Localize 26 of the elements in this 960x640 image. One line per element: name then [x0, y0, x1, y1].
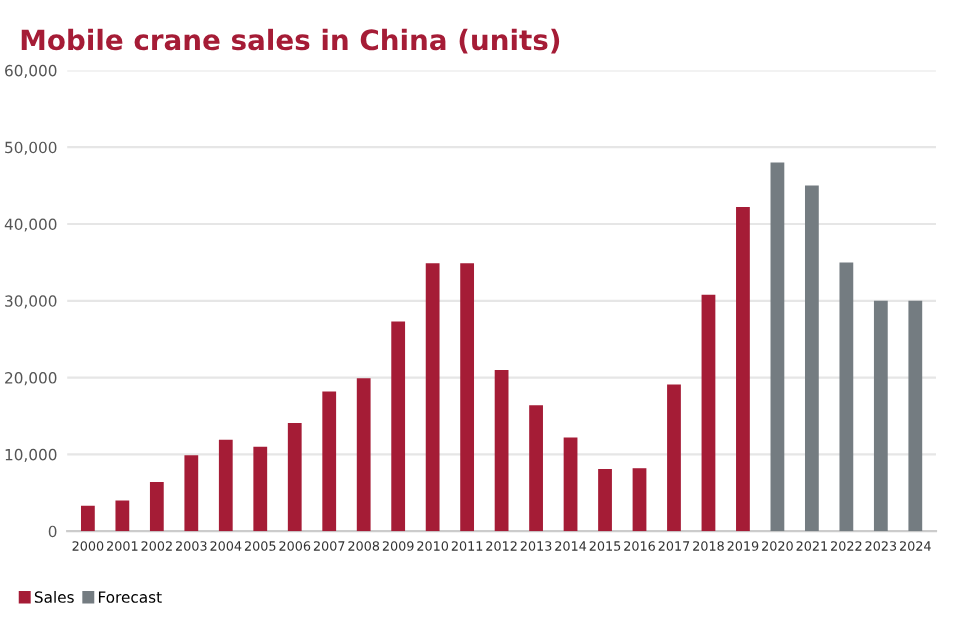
bar	[839, 262, 854, 532]
bar	[391, 321, 406, 532]
bar	[356, 378, 371, 532]
bar	[425, 263, 440, 532]
bar	[563, 437, 578, 532]
bar	[667, 384, 681, 532]
bar	[115, 500, 130, 532]
bar	[322, 391, 337, 532]
chart-title: Mobile crane sales in China (units)	[21, 28, 560, 54]
bar	[460, 263, 475, 532]
bar	[218, 439, 233, 532]
bar	[736, 207, 750, 532]
bar	[287, 422, 302, 532]
bar	[494, 369, 509, 532]
bar	[908, 300, 923, 532]
bar	[632, 468, 647, 532]
bar	[804, 185, 819, 532]
bar	[253, 446, 268, 532]
bar	[149, 482, 164, 532]
bar	[184, 455, 199, 532]
bar	[598, 468, 612, 532]
bar	[529, 405, 543, 532]
bar	[701, 294, 716, 532]
bar	[770, 162, 785, 532]
bar	[80, 505, 95, 532]
bar	[873, 300, 888, 532]
